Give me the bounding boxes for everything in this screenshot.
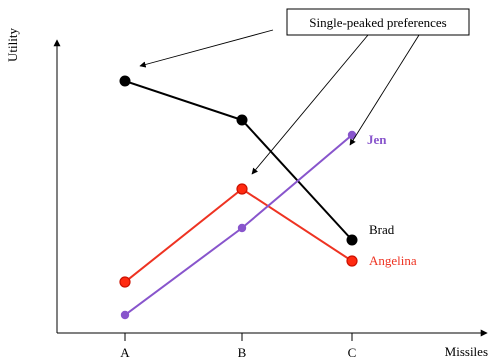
series-group xyxy=(119,75,358,320)
series-label-brad: Brad xyxy=(369,222,395,237)
y-axis-label: Utility xyxy=(5,28,20,62)
arrow-to-brad xyxy=(139,29,274,68)
point-angelina-C xyxy=(346,255,358,267)
point-jen-B xyxy=(237,223,247,233)
series-label-jen: Jen xyxy=(367,132,387,147)
x-tick-label-C: C xyxy=(348,345,357,360)
point-jen-C xyxy=(347,130,357,140)
annotation-text: Single-peaked preferences xyxy=(309,15,447,30)
point-angelina-B xyxy=(236,183,248,195)
annotation-arrows xyxy=(139,29,420,175)
point-angelina-A xyxy=(119,276,131,288)
annotation-box xyxy=(286,8,470,36)
point-brad-C xyxy=(346,234,358,246)
x-axis-label: Missiles xyxy=(445,344,488,359)
series-line-jen xyxy=(124,134,353,316)
point-brad-B xyxy=(236,114,248,126)
arrow-to-angelina xyxy=(251,34,369,175)
series-labels: Brad Angelina Jen xyxy=(367,132,417,268)
x-tick-label-B: B xyxy=(238,345,247,360)
series-line-brad xyxy=(124,80,353,241)
x-tick-label-A: A xyxy=(120,345,130,360)
point-brad-A xyxy=(119,75,131,87)
x-ticks: A B C xyxy=(120,333,356,360)
point-jen-A xyxy=(120,310,130,320)
series-label-angelina: Angelina xyxy=(369,253,417,268)
arrow-to-jen xyxy=(349,34,420,146)
